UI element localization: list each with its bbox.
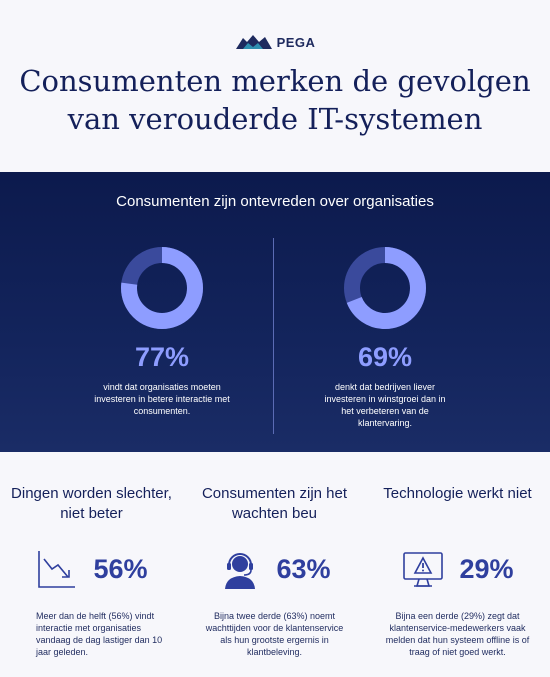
donut-value-arc	[344, 247, 426, 329]
logo-text: PEGA	[276, 34, 316, 50]
stat-left: 77% vindt dat organisaties moeten invest…	[62, 244, 262, 417]
column-waiting-value: 63%	[276, 553, 331, 584]
column-waiting: Consumenten zijn het wachten beu 63% Bij…	[183, 484, 366, 658]
donut-chart-right	[344, 247, 426, 329]
column-technology: Technologie werkt niet 29% Bijna een der…	[366, 484, 549, 658]
column-worse-description: Meer dan de helft (56%) vindt interactie…	[36, 611, 163, 657]
stat-right-value: 69%	[357, 342, 413, 372]
donut-value-arc	[121, 247, 203, 329]
page-title-line-2: van verouderde IT-systemen	[67, 102, 483, 136]
stat-left-value: 77%	[134, 342, 190, 372]
headset-agent-icon	[225, 553, 256, 589]
band-title: Consumenten zijn ontevreden over organis…	[116, 193, 434, 210]
column-waiting-title: Consumenten zijn het wachten beu	[201, 485, 348, 522]
page-title-line-1: Consumenten merken de gevolgen	[19, 64, 531, 98]
column-worse-title: Dingen worden slechter, niet beter	[11, 485, 172, 522]
trend-down-icon	[38, 551, 76, 588]
stat-right-description: denkt dat bedrijven liever investeren in…	[324, 382, 446, 428]
warning-monitor-icon	[403, 552, 444, 587]
pega-logo-icon	[235, 35, 272, 49]
column-technology-title: Technologie werkt niet	[383, 485, 532, 502]
column-worse: Dingen worden slechter, niet beter 56% M…	[0, 484, 183, 658]
column-technology-description: Bijna een derde (29%) zegt dat klantense…	[385, 611, 530, 657]
vertical-divider	[273, 238, 274, 434]
column-waiting-description: Bijna twee derde (63%) noemt wachttijden…	[205, 611, 344, 657]
pega-logo: PEGA	[0, 34, 550, 50]
column-worse-value: 56%	[93, 553, 148, 584]
column-technology-value: 29%	[459, 553, 514, 584]
consumer-dissatisfaction-band: Consumenten zijn ontevreden over organis…	[0, 172, 550, 452]
page-title: Consumenten merken de gevolgen van verou…	[0, 62, 550, 138]
stat-left-description: vindt dat organisaties moeten investeren…	[94, 382, 230, 416]
donut-chart-left	[121, 247, 203, 329]
stat-right: 69% denkt dat bedrijven liever investere…	[285, 244, 485, 429]
